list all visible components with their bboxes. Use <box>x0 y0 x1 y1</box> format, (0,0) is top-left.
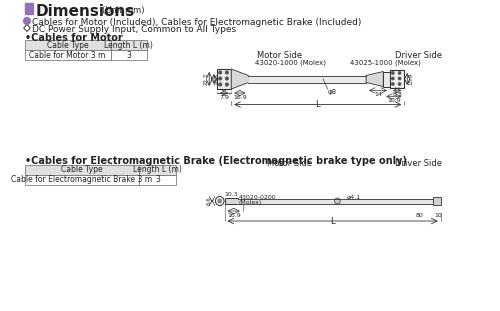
Text: 16.9: 16.9 <box>233 95 246 100</box>
Text: φ4.1: φ4.1 <box>347 195 361 200</box>
Text: 15.9: 15.9 <box>408 73 413 85</box>
Text: 80: 80 <box>416 213 424 218</box>
Bar <box>433 197 440 205</box>
Bar <box>140 175 175 185</box>
Text: (Molex): (Molex) <box>239 200 262 205</box>
Text: DC Power Supply Input, Common to All Types: DC Power Supply Input, Common to All Typ… <box>32 26 236 35</box>
Text: •Cables for Motor: •Cables for Motor <box>24 33 122 43</box>
Bar <box>24 40 110 50</box>
Text: 6.6: 6.6 <box>206 197 211 205</box>
Bar <box>390 70 404 88</box>
Circle shape <box>216 197 224 206</box>
Text: 43020-0200: 43020-0200 <box>239 195 277 200</box>
Bar <box>110 40 147 50</box>
Circle shape <box>219 71 222 74</box>
Text: 10.9: 10.9 <box>387 99 400 104</box>
Circle shape <box>24 17 30 25</box>
Circle shape <box>219 83 222 86</box>
Circle shape <box>392 72 394 74</box>
Text: L: L <box>316 100 320 109</box>
Bar <box>384 72 390 86</box>
Text: 8.3: 8.3 <box>392 92 402 98</box>
Text: Cable for Motor 3 m: Cable for Motor 3 m <box>30 50 106 59</box>
Circle shape <box>392 77 394 80</box>
Circle shape <box>226 77 228 80</box>
Bar <box>24 50 110 60</box>
Bar <box>224 198 238 204</box>
Text: 14: 14 <box>374 92 382 98</box>
Text: 3: 3 <box>155 175 160 184</box>
Text: 43020-1000 (Molex): 43020-1000 (Molex) <box>255 60 326 67</box>
Text: Dimensions: Dimensions <box>35 4 134 19</box>
Bar <box>24 165 140 175</box>
Circle shape <box>398 72 400 74</box>
Circle shape <box>398 83 400 85</box>
Text: Length L (m): Length L (m) <box>104 40 154 49</box>
Circle shape <box>218 199 222 203</box>
Text: Driver Side: Driver Side <box>395 159 442 168</box>
Text: 10.3: 10.3 <box>224 192 238 197</box>
Polygon shape <box>366 72 384 86</box>
Text: 43025-1000 (Molex): 43025-1000 (Molex) <box>350 60 420 67</box>
Text: 16.5: 16.5 <box>214 73 220 85</box>
Text: Driver Side: Driver Side <box>395 51 442 60</box>
Text: 7.9: 7.9 <box>219 95 229 100</box>
Text: Motor Side: Motor Side <box>267 159 312 168</box>
Bar <box>140 165 175 175</box>
Bar <box>217 69 231 89</box>
Circle shape <box>392 83 394 85</box>
Circle shape <box>334 198 340 204</box>
Text: Motor Side: Motor Side <box>258 51 302 60</box>
Text: φ8: φ8 <box>328 89 337 95</box>
Circle shape <box>226 83 228 86</box>
Text: Cable Type: Cable Type <box>47 40 88 49</box>
Circle shape <box>219 77 222 80</box>
Bar <box>24 175 140 185</box>
Polygon shape <box>231 69 248 89</box>
Text: Length L (m): Length L (m) <box>133 165 182 174</box>
Bar <box>110 50 147 60</box>
Text: Cable for Electromagnetic Brake 3 m: Cable for Electromagnetic Brake 3 m <box>12 175 152 184</box>
Circle shape <box>398 77 400 80</box>
Bar <box>24 3 33 14</box>
Text: (Unit mm): (Unit mm) <box>102 6 144 15</box>
Text: 22.3: 22.3 <box>204 73 208 85</box>
Text: L: L <box>330 216 335 225</box>
Text: 10: 10 <box>434 213 442 218</box>
Circle shape <box>226 71 228 74</box>
Text: •Cables for Electromagnetic Brake (Electromagnetic brake type only): •Cables for Electromagnetic Brake (Elect… <box>24 156 406 166</box>
Text: Cable Type: Cable Type <box>61 165 103 174</box>
Text: 16.9: 16.9 <box>227 213 241 218</box>
Text: Cables for Motor (Included), Cables for Electromagnetic Brake (Included): Cables for Motor (Included), Cables for … <box>32 18 361 27</box>
Text: 3: 3 <box>126 50 132 59</box>
